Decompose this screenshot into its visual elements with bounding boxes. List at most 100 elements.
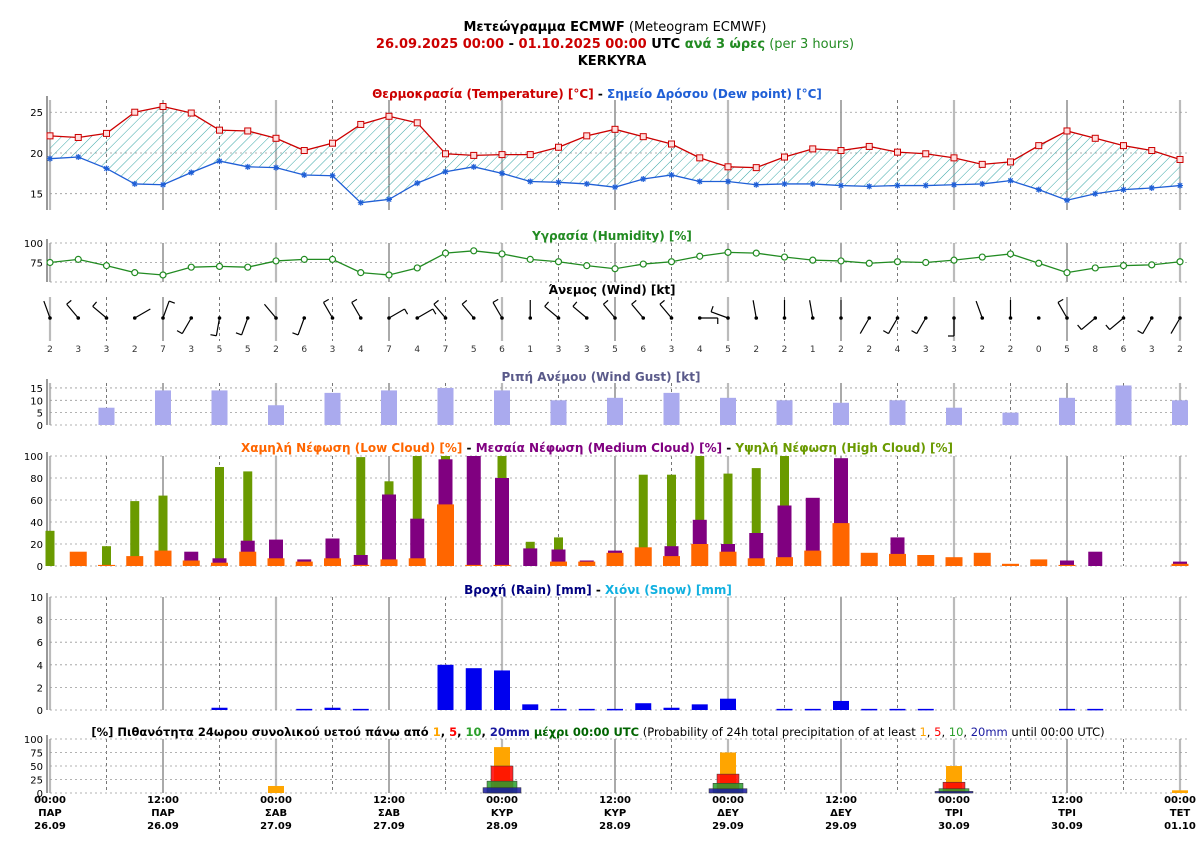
dew-point-point [781, 180, 788, 187]
humidity-point [837, 257, 845, 265]
prob-t1: 1 [433, 725, 441, 739]
gust-bar [1172, 400, 1188, 425]
probability-bar [1172, 790, 1188, 793]
gust-bar [268, 405, 284, 425]
y-tick-label: 60 [30, 496, 43, 507]
rain-bar [522, 704, 539, 710]
temperature-point [1063, 127, 1071, 135]
rain-panel-title: Βροχή (Rain) [mm] - Χιόνι (Snow) [mm] [464, 583, 732, 597]
wind-speed-label: 8 [1092, 345, 1098, 355]
wind-barb [887, 317, 899, 334]
high-cloud-bar [215, 467, 224, 566]
rain-bar [465, 668, 482, 710]
wind-speed-label: 2 [753, 345, 759, 355]
humidity-point [272, 257, 280, 265]
high-cloud-bar [723, 473, 733, 566]
low-cloud-bar [1002, 563, 1019, 566]
y-tick-label: 50 [30, 762, 43, 773]
high-cloud-bar [356, 457, 366, 566]
wind-speed-label: 6 [640, 345, 646, 355]
date-dash: - [504, 37, 518, 52]
gust-bar [607, 397, 623, 425]
temperature-point [1176, 155, 1184, 163]
humidity-point [300, 255, 308, 263]
high-cloud-bar [638, 474, 648, 566]
dew-point-point [979, 180, 986, 187]
humidity-point [1176, 258, 1184, 266]
wind-barb [572, 305, 588, 319]
temperature-point [74, 133, 82, 141]
humidity-point [978, 253, 986, 261]
wind-speed-label: 4 [358, 345, 364, 355]
wind-barb-feather [572, 301, 578, 307]
low-cloud-bar [211, 562, 228, 566]
dew-point-point [1120, 186, 1127, 193]
medium-cloud-bar [805, 497, 820, 566]
humidity-point [1035, 259, 1043, 267]
temperature-point [244, 127, 252, 135]
wind-speed-label: 2 [273, 345, 279, 355]
y-tick-label: 8 [37, 616, 43, 627]
dew-point-point [470, 163, 477, 170]
low-cloud-bar [98, 564, 115, 566]
wind-barb-feather [292, 332, 299, 336]
y-tick-label: 6 [37, 638, 43, 649]
dew-point-point [1148, 185, 1155, 191]
wind-barb [433, 303, 446, 319]
wind-barb-feather [66, 299, 72, 305]
chart-title-main: Μετεώγραμμα ECMWF [463, 20, 624, 35]
low-cloud-bar [804, 550, 822, 566]
prob-t10: 10 [465, 725, 481, 739]
temperature-point [583, 132, 591, 140]
wind-speed-label: 1 [810, 345, 816, 355]
wind-barb [492, 302, 503, 319]
wind-barb [162, 300, 170, 319]
rain-bar [211, 707, 228, 710]
humidity-point [357, 269, 365, 277]
low-cloud-bar [352, 564, 370, 566]
wind-speed-label: 3 [669, 345, 675, 355]
humidity-point [46, 258, 54, 267]
wind-speed-label: 5 [471, 345, 477, 355]
wind-barb [859, 317, 870, 334]
wind-speed-label: 2 [47, 345, 53, 355]
wind-barb-feather [404, 308, 409, 315]
wind-speed-label: 7 [443, 345, 449, 355]
wind-barb [92, 305, 107, 319]
low-cloud-bar [634, 547, 652, 566]
x-axis-time-label: 00:00 [1164, 795, 1196, 806]
wind-speed-label: 3 [1149, 345, 1155, 355]
cloud-sep-2: - [722, 441, 735, 455]
humidity-point [244, 263, 252, 271]
low-cloud-bar [493, 564, 511, 566]
high-cloud-bar [667, 474, 676, 566]
dew-point-point [301, 171, 308, 178]
prob-e5: 5 [934, 725, 941, 739]
x-axis-time-label: 00:00 [260, 795, 292, 806]
dew-point-point [386, 196, 392, 203]
wind-barb-feather [433, 299, 439, 305]
humidity-point [639, 260, 647, 268]
medium-cloud-bar [410, 518, 425, 566]
temperature-point [413, 119, 421, 127]
probability-bar [268, 785, 284, 793]
rain-bar [833, 700, 849, 710]
wind-barb-feather [603, 299, 609, 305]
high-cloud-bar [751, 468, 761, 566]
gust-bar [381, 390, 397, 425]
x-axis-date-label: 27.09 [373, 821, 405, 832]
dew-point-point [188, 169, 195, 176]
wind-barb [1109, 317, 1124, 331]
humidity-point [441, 249, 450, 257]
humidity-point [583, 262, 591, 270]
x-axis-date-label: 29.09 [712, 821, 744, 832]
y-tick-label: 20 [30, 540, 43, 551]
temperature-point [442, 150, 449, 158]
wind-barb [1142, 317, 1153, 334]
temperature-point [639, 133, 647, 141]
wind-barb-feather [1105, 324, 1111, 330]
y-tick-label: 75 [30, 749, 43, 760]
dew-point-point [273, 164, 279, 171]
low-cloud-bar [606, 552, 624, 566]
date-step: ανά 3 ώρες [685, 37, 765, 52]
